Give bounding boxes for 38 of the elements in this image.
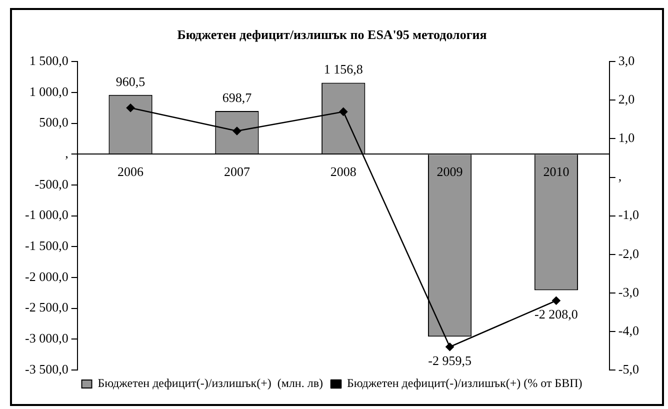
data-label: -2 959,5 [428, 352, 472, 368]
legend-label: Бюджетен дефицит(-)/излишък(+) (млн. лв) [98, 376, 324, 390]
y2-tick-label: -2,0 [618, 246, 640, 261]
y-tick-label: -500,0 [34, 176, 68, 192]
y-tick-label: -1 500,0 [24, 238, 68, 254]
y-tick-label: -3 500,0 [24, 361, 68, 376]
y2-tick-label: -5,0 [618, 361, 640, 376]
y-tick-label: -2 500,0 [24, 300, 68, 315]
y-tick-label: 1 000,0 [29, 84, 68, 99]
point [126, 104, 135, 112]
x-tick-label: 2008 [330, 164, 356, 180]
chart-title: Бюджетен дефицит/излишък по ESA'95 методология [177, 27, 487, 42]
data-label: -2 208,0 [534, 306, 578, 322]
y-tick-label: -2 000,0 [24, 268, 68, 284]
y2-tick-label: , [618, 168, 622, 184]
x-tick-label: 2007 [224, 164, 250, 180]
y2-tick-label: -4,0 [618, 322, 640, 338]
y-tick-label: 500,0 [39, 114, 68, 130]
x-tick-label: 2010 [543, 164, 570, 180]
y2-tick-label: 1,0 [618, 130, 635, 146]
y-tick-label: , [65, 146, 68, 161]
y-tick-label: -1 000,0 [24, 207, 68, 222]
data-label: 1 156,8 [324, 62, 363, 77]
y-tick-label: -3 000,0 [24, 330, 68, 346]
y2-tick-label: -3,0 [618, 284, 640, 300]
y-tick-label: 1 500,0 [29, 53, 68, 68]
data-label: 698,7 [222, 90, 252, 105]
x-tick-label: 2006 [118, 164, 144, 180]
x-tick-label: 2009 [436, 164, 463, 180]
data-label: 960,5 [116, 74, 146, 89]
y2-tick-label: 3,0 [618, 53, 635, 68]
point [339, 108, 348, 116]
y2-tick-label: 2,0 [618, 92, 635, 107]
point [446, 342, 454, 352]
point [552, 296, 560, 305]
point [232, 126, 242, 136]
y2-tick-label: -1,0 [618, 207, 640, 222]
legend-label: Бюджетен дефицит(-)/излишък(+) (% от БВП) [347, 376, 582, 390]
